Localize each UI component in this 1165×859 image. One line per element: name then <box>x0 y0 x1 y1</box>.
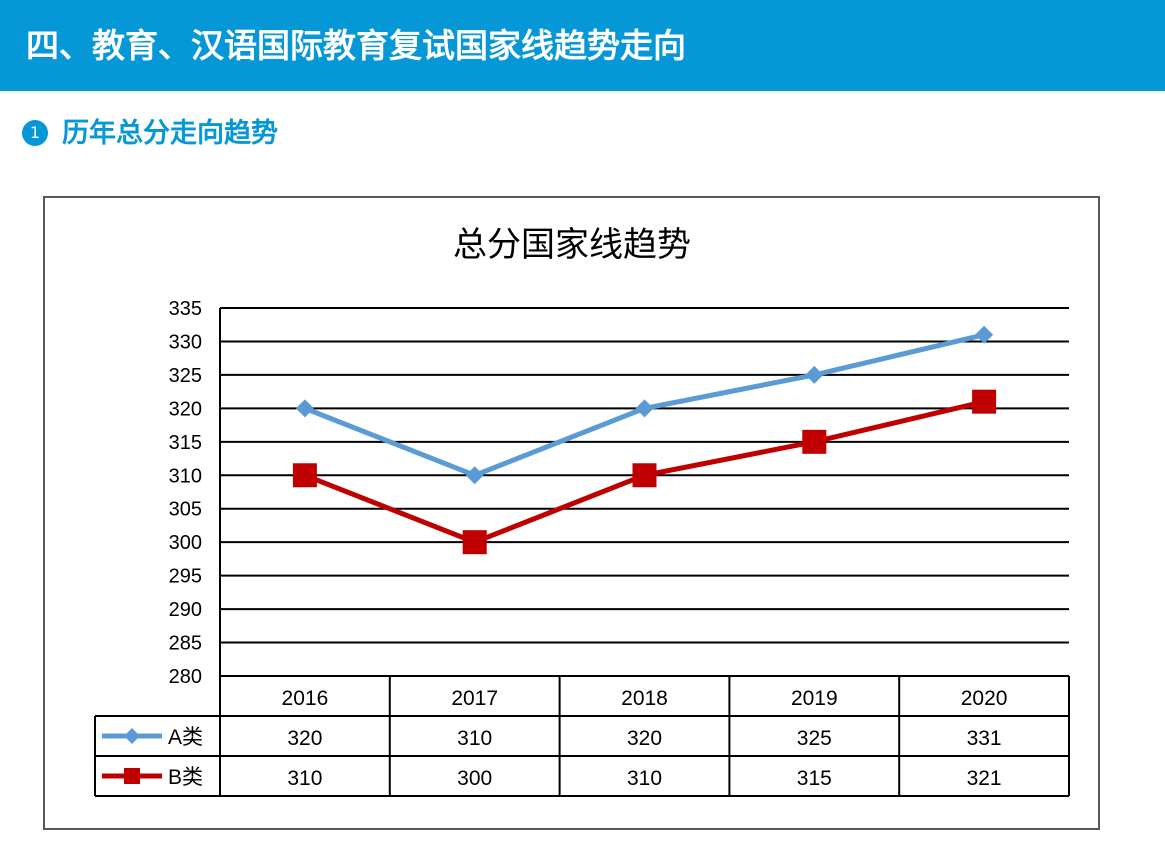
table-value: 310 <box>287 767 322 790</box>
series-name: A类 <box>168 726 203 749</box>
y-tick-label: 295 <box>169 566 202 588</box>
y-tick-label: 285 <box>169 633 202 655</box>
data-point-b <box>462 530 487 555</box>
table-value: 320 <box>627 727 662 750</box>
y-tick-label: 315 <box>169 432 202 454</box>
table-value: 325 <box>797 727 832 750</box>
data-point-a <box>805 365 824 384</box>
table-value: 320 <box>287 727 322 750</box>
data-point-b <box>632 463 657 488</box>
table-value: 315 <box>797 767 832 790</box>
table-value: 331 <box>967 727 1002 750</box>
data-point-a <box>975 325 994 344</box>
x-tick-label: 2019 <box>791 687 838 710</box>
y-tick-label: 325 <box>169 365 202 387</box>
legend-marker-0 <box>124 728 140 744</box>
legend-marker-1 <box>124 768 140 784</box>
y-tick-label: 335 <box>169 298 202 320</box>
section-title: 历年总分走向趋势 <box>62 118 278 149</box>
y-tick-label: 320 <box>169 398 202 420</box>
y-tick-label: 280 <box>169 666 202 688</box>
y-tick-label: 330 <box>169 331 202 353</box>
data-table: 2016 2017 2018 2019 2020 A类 320 310 320 325 331 B类 3… <box>94 675 1070 797</box>
x-tick-label: 2020 <box>961 687 1008 710</box>
data-point-b <box>972 389 997 414</box>
y-tick-label: 310 <box>169 465 202 487</box>
table-value: 310 <box>627 767 662 790</box>
series-name: B类 <box>168 766 203 789</box>
section-number-badge: 1 <box>22 120 48 146</box>
table-value: 310 <box>457 727 492 750</box>
data-point-a <box>635 399 654 418</box>
table-value: 321 <box>967 767 1002 790</box>
table-value: 300 <box>457 767 492 790</box>
data-point-a <box>295 399 314 418</box>
y-axis-tick-labels: 335 330 325 320 315 310 305 300 295 290 285 280 <box>169 298 202 688</box>
series-markers <box>292 325 997 555</box>
chart-title: 总分国家线趋势 <box>453 225 691 265</box>
y-tick-label: 305 <box>169 499 202 521</box>
x-tick-label: 2016 <box>282 687 329 710</box>
series-lines <box>303 332 985 545</box>
data-point-b <box>802 429 827 454</box>
page-title: 四、教育、汉语国际教育复试国家线趋势走向 <box>26 26 686 65</box>
x-tick-label: 2017 <box>451 687 498 710</box>
y-tick-label: 300 <box>169 532 202 554</box>
data-point-a <box>465 466 484 485</box>
data-point-b <box>292 463 317 488</box>
header-banner: 四、教育、汉语国际教育复试国家线趋势走向 <box>0 0 1165 91</box>
x-tick-label: 2018 <box>621 687 668 710</box>
y-tick-label: 290 <box>169 599 202 621</box>
